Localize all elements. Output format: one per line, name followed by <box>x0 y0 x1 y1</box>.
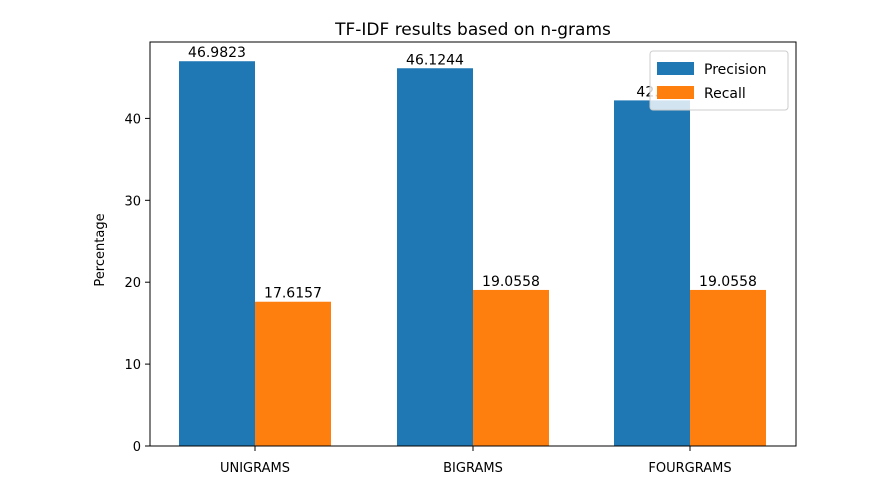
plot-frame <box>149 41 797 447</box>
y-tick-label: 40 <box>124 112 141 127</box>
y-tick-label: 0 <box>133 440 141 455</box>
bar-precision-unigrams <box>179 61 255 447</box>
bar-recall-unigrams <box>255 301 331 446</box>
legend-swatch-recall <box>657 86 694 99</box>
legend-swatch-precision <box>657 62 694 75</box>
x-tick-label: BIGRAMS <box>443 461 503 476</box>
bar-value-label: 17.6157 <box>264 286 322 302</box>
bar-value-label: 19.0558 <box>699 274 757 290</box>
bar-value-label: 46.9823 <box>188 45 246 61</box>
y-ticks-group: 0 10 20 30 40 <box>124 112 150 455</box>
legend-label-precision: Precision <box>704 62 766 78</box>
x-tick-label: FOURGRAMS <box>648 461 731 476</box>
bar-precision-bigrams <box>397 68 473 446</box>
bar-precision-fourgrams <box>614 100 690 446</box>
chart-title: TF-IDF results based on n-grams <box>334 20 611 40</box>
x-tick-label: UNIGRAMS <box>220 461 290 476</box>
y-tick-label: 20 <box>124 276 141 291</box>
y-tick-label: 30 <box>124 194 141 209</box>
bars-group <box>179 61 766 447</box>
legend-label-recall: Recall <box>704 86 746 102</box>
y-axis-label: Percentage <box>93 213 108 286</box>
bar-value-label: 46.1244 <box>406 52 464 68</box>
bar-value-label: 19.0558 <box>482 274 540 290</box>
x-ticks-group: UNIGRAMS BIGRAMS FOURGRAMS <box>220 446 732 476</box>
y-tick-label: 10 <box>124 358 141 373</box>
legend: Precision Recall <box>649 50 789 111</box>
bar-recall-bigrams <box>473 289 549 446</box>
bar-recall-fourgrams <box>690 289 766 446</box>
